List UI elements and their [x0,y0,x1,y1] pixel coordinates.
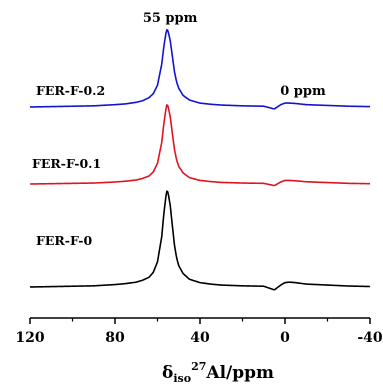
x-axis-label-unit: Al/ppm [205,363,274,383]
series-line-fer-f-0-1 [29,104,371,187]
x-tick-label: -40 [357,330,383,346]
x-tick-label: 0 [280,330,290,346]
x-tick-label: 120 [15,330,44,346]
series-label-fer-f-0: FER-F-0 [36,233,92,248]
series-line-fer-f-0 [29,190,371,291]
x-tick-label: 80 [105,330,125,346]
x-axis: 120 80 40 0 -40 [15,317,383,346]
series-line-fer-f-0-2 [29,28,371,110]
series-label-fer-f-0-1: FER-F-0.1 [32,156,101,171]
x-axis-label-delta: δ [162,363,173,383]
labels-layer: FER-F-0.2 FER-F-0.1 FER-F-0 55 ppm 0 ppm [32,11,326,248]
annotation-2: 0 ppm [280,84,326,99]
x-axis-label-subscript: iso [173,372,191,385]
annotation-1: 55 ppm [143,11,198,26]
x-tick-label: 40 [190,330,210,346]
series-layer [29,28,371,291]
x-axis-label: δiso27Al/ppm [162,360,274,385]
x-axis-label-superscript: 27 [191,360,206,373]
series-label-fer-f-0-2: FER-F-0.2 [36,83,105,98]
